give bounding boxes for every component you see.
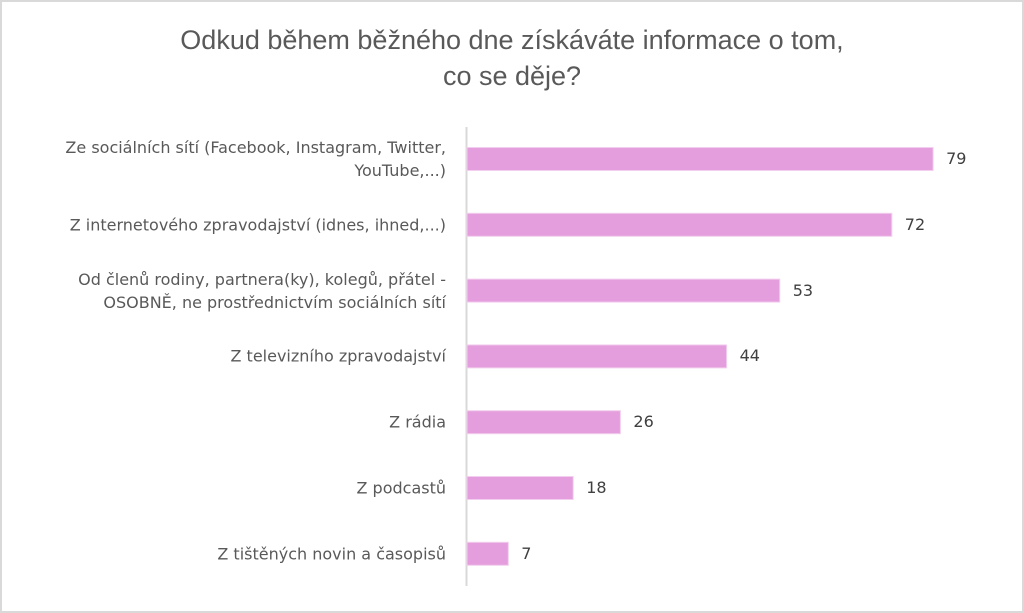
category-label-line: YouTube,...) [354, 161, 446, 180]
category-label: Z rádia [0, 411, 446, 434]
data-label: 26 [633, 412, 654, 432]
data-label: 53 [792, 280, 814, 300]
bar [466, 212, 893, 237]
bar [466, 344, 728, 369]
chart-title: Odkud během běžného dne získáváte inform… [0, 22, 1024, 94]
bar [466, 147, 934, 171]
bar [466, 541, 509, 566]
category-label-line: Z rádia [389, 412, 446, 432]
category-label: Z televizního zpravodajství [0, 345, 447, 368]
chart-title-line-2: co se děje? [442, 61, 582, 91]
bar [466, 278, 781, 303]
category-label: Ze sociálních sítí (Facebook, Instagram,… [0, 136, 446, 182]
category-label-line: Z podcastů [356, 478, 447, 498]
category-label-line: Z internetového zpravodajství (idnes, ih… [69, 215, 446, 235]
data-label: 18 [586, 478, 607, 497]
category-label-line: Z televizního zpravodajství [230, 346, 447, 366]
category-label-line: Od členů rodiny, partnera(ky), kolegů, p… [78, 269, 446, 289]
bar [466, 410, 621, 435]
bar [466, 476, 574, 500]
category-label-line: OSOBNĚ, ne prostřednictvím sociálních sí… [103, 292, 446, 312]
data-label: 7 [521, 543, 532, 563]
data-label: 44 [739, 346, 760, 366]
data-label: 72 [904, 214, 926, 234]
category-label-line: Ze sociálních sítí (Facebook, Instagram,… [65, 138, 446, 157]
category-label: Od členů rodiny, partnera(ky), kolegů, p… [0, 268, 446, 314]
category-label: Z internetového zpravodajství (idnes, ih… [0, 213, 446, 236]
chart-title-line-1: Odkud během běžného dne získáváte inform… [180, 25, 844, 55]
category-label: Z podcastů [0, 477, 447, 500]
data-label: 79 [946, 149, 967, 168]
category-label: Z tištěných novin a časopisů [0, 542, 446, 565]
category-label-line: Z tištěných novin a časopisů [217, 544, 446, 564]
